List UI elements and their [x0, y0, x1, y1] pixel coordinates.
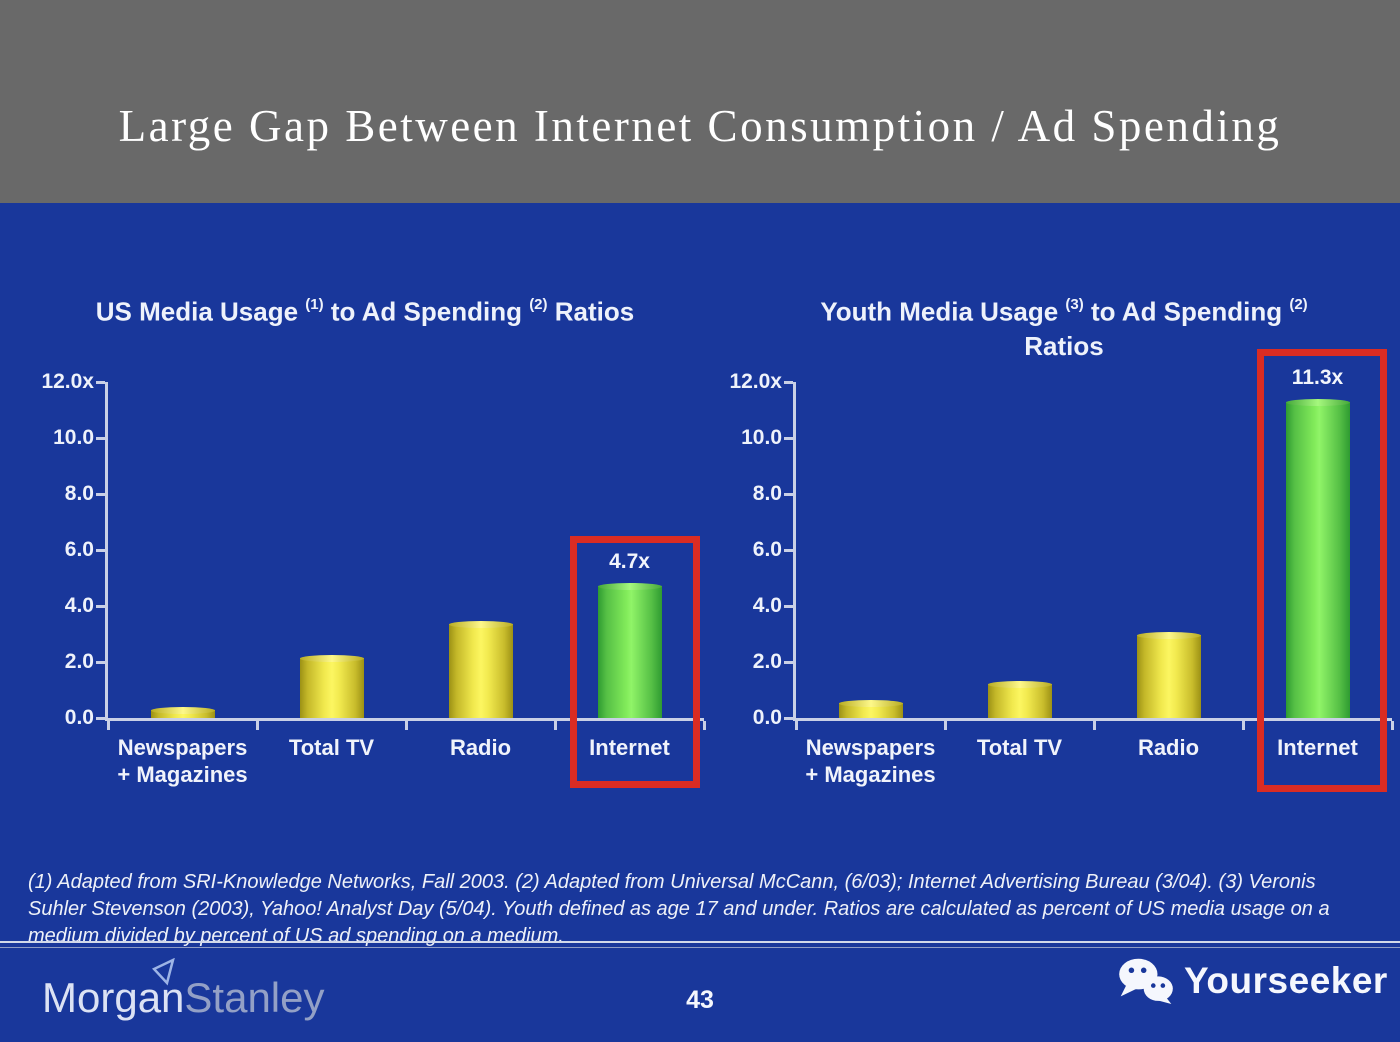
y-tick-label: 8.0 [64, 482, 94, 505]
bar-slot [108, 382, 257, 718]
bar-value-label: 11.3x [1291, 365, 1344, 389]
y-tick [96, 381, 105, 384]
chart-title: US Media Usage (1) to Ad Spending (2) Ra… [30, 290, 700, 329]
bar-total-tv [299, 654, 364, 718]
y-tick [784, 661, 793, 664]
category-label-line: + Magazines [805, 762, 936, 787]
x-tick [1093, 721, 1096, 730]
y-tick [96, 717, 105, 720]
morgan-stanley-logo: MorganStanley [42, 974, 325, 1022]
category-label-line: Radio [1137, 735, 1200, 760]
header-band: Large Gap Between Internet Consumption /… [0, 0, 1400, 203]
brand-badge: Yourseeker [1118, 958, 1388, 1004]
x-tick [405, 721, 408, 730]
category-label: Newspapers + Magazines [108, 734, 257, 788]
highlight-box-internet-right [1257, 349, 1387, 792]
bar-internet [1285, 398, 1350, 718]
y-tick [96, 493, 105, 496]
chart-title-line: Youth Media Usage (3) to Ad Spending (2) [820, 296, 1308, 327]
y-tick [784, 437, 793, 440]
chart-title-line: US Media Usage (1) to Ad Spending (2) Ra… [95, 296, 635, 327]
y-tick-label: 6.0 [64, 538, 94, 561]
y-tick [96, 605, 105, 608]
x-tick [107, 721, 110, 730]
footnote: (1) Adapted from SRI-Knowledge Networks,… [28, 871, 1330, 947]
bar-internet [597, 583, 662, 718]
y-tick [784, 381, 793, 384]
y-tick [784, 549, 793, 552]
footer: MorganStanley 43 Yourseeker [0, 946, 1400, 1042]
y-tick-label: 2.0 [64, 650, 94, 673]
bar-value-label: 4.7x [609, 550, 650, 574]
x-tick [795, 721, 798, 730]
chart-youth-media-usage: Youth Media Usage (3) to Ad Spending (2)… [728, 282, 1400, 794]
wechat-icon [1119, 958, 1173, 1004]
category-label-line: Total TV [288, 735, 375, 760]
category-label-line: Internet [589, 735, 670, 760]
category-label: Total TV [945, 734, 1094, 761]
category-label: Radio [406, 734, 555, 761]
brand-name: Yourseeker [1184, 960, 1388, 1001]
category-label-line: Total TV [976, 735, 1063, 760]
y-tick-label: 0.0 [64, 706, 94, 729]
chart-us-media-usage: US Media Usage (1) to Ad Spending (2) Ra… [30, 282, 706, 794]
logo-text-stanley: Stanley [184, 974, 325, 1021]
y-tick [784, 605, 793, 608]
y-tick-label: 8.0 [752, 482, 782, 505]
y-tick-label: 12.0x [41, 370, 94, 393]
category-label-line: Newspapers [117, 735, 248, 760]
category-label: Radio [1094, 734, 1243, 761]
y-tick-label: 6.0 [752, 538, 782, 561]
category-label-line: Radio [449, 735, 512, 760]
bar-slot: 11.3x [1243, 366, 1392, 718]
y-tick [784, 493, 793, 496]
y-tick-label: 4.0 [752, 594, 782, 617]
bar-slot [257, 382, 406, 718]
bar-slot: 4.7x [555, 382, 704, 718]
x-tick [256, 721, 259, 730]
morgan-stanley-flag-icon [152, 958, 175, 986]
x-tick [944, 721, 947, 730]
category-label: Internet [1243, 734, 1392, 761]
category-label: Newspapers + Magazines [796, 734, 945, 788]
bar-slot [796, 382, 945, 718]
y-tick [96, 661, 105, 664]
y-tick-label: 0.0 [752, 706, 782, 729]
y-tick [784, 717, 793, 720]
bar-radio [1136, 632, 1201, 718]
chart-plot-area: 12.0x 10.0 8.0 6.0 4.0 2.0 0.0 Newspapers + Maga… [41, 370, 706, 787]
bar-radio [448, 621, 513, 718]
category-label: Internet [555, 734, 704, 761]
bar-newspapers-magazines [838, 699, 903, 718]
page-number: 43 [686, 986, 714, 1014]
x-tick [1242, 721, 1245, 730]
y-tick-label: 2.0 [752, 650, 782, 673]
category-label-line: Newspapers [805, 735, 936, 760]
chart-title: Youth Media Usage (3) to Ad Spending (2)… [728, 290, 1400, 363]
y-tick-label: 4.0 [64, 594, 94, 617]
bar-newspapers-magazines [150, 706, 215, 718]
bar-total-tv [987, 681, 1052, 718]
x-tick [554, 721, 557, 730]
y-tick-label: 10.0 [53, 426, 94, 449]
footer-separator-line [0, 941, 1400, 948]
y-tick [96, 549, 105, 552]
bar-slot [406, 382, 555, 718]
chart-plot-area: 12.0x 10.0 8.0 6.0 4.0 2.0 0.0 Newspapers + Maga… [729, 366, 1394, 787]
y-tick-label: 12.0x [729, 370, 782, 393]
category-label-line: Internet [1277, 735, 1358, 760]
y-tick-label: 10.0 [741, 426, 782, 449]
bar-slot [945, 382, 1094, 718]
category-label: Total TV [257, 734, 406, 761]
highlight-box-internet-left [570, 536, 700, 788]
category-label-line: + Magazines [117, 762, 248, 787]
slide-title: Large Gap Between Internet Consumption /… [118, 101, 1282, 151]
x-tick [1391, 721, 1394, 730]
chart-title-line: Ratios [1024, 330, 1104, 361]
bar-slot [1094, 382, 1243, 718]
x-tick [703, 721, 706, 730]
y-tick [96, 437, 105, 440]
logo-text-morgan: Morgan [42, 974, 185, 1021]
